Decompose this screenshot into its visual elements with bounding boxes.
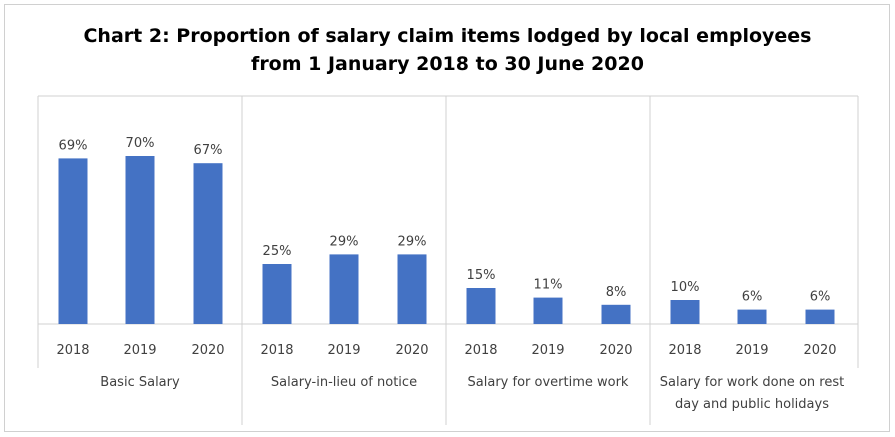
- data-label-1-2020: 29%: [398, 234, 427, 249]
- bar-2-2019: [533, 297, 563, 324]
- x-tick-label-1-2018: 2018: [260, 343, 293, 358]
- data-label-2-2018: 15%: [467, 268, 496, 283]
- group-label-2: Salary for overtime work: [468, 375, 629, 390]
- x-tick-label-3-2020: 2020: [803, 343, 836, 358]
- bar-3-2020: [805, 309, 835, 324]
- data-label-1-2018: 25%: [263, 244, 292, 259]
- data-label-1-2019: 29%: [330, 234, 359, 249]
- bar-1-2020: [397, 254, 427, 324]
- data-label-3-2020: 6%: [810, 290, 831, 305]
- data-label-2-2020: 8%: [606, 285, 627, 300]
- bar-0-2019: [125, 156, 155, 324]
- x-tick-label-1-2019: 2019: [327, 343, 360, 358]
- x-tick-label-3-2018: 2018: [668, 343, 701, 358]
- data-label-0-2019: 70%: [126, 136, 155, 151]
- chart-frame: [4, 4, 890, 432]
- data-label-3-2018: 10%: [671, 280, 700, 295]
- chart-title-line-1: Chart 2: Proportion of salary claim item…: [83, 25, 812, 47]
- bar-3-2018: [670, 300, 700, 324]
- bar-0-2018: [58, 158, 88, 324]
- x-tick-label-0-2019: 2019: [123, 343, 156, 358]
- data-label-0-2020: 67%: [194, 143, 223, 158]
- bar-3-2019: [737, 309, 767, 324]
- bar-2-2020: [601, 304, 631, 324]
- group-label-3-line-0: Salary for work done on rest: [660, 375, 844, 390]
- bar-1-2018: [262, 264, 292, 324]
- x-tick-label-0-2018: 2018: [56, 343, 89, 358]
- data-label-2-2019: 11%: [534, 278, 563, 293]
- bar-2-2018: [466, 288, 496, 324]
- group-label-0: Basic Salary: [100, 375, 180, 390]
- x-tick-label-2-2019: 2019: [531, 343, 564, 358]
- data-label-3-2019: 6%: [742, 290, 763, 305]
- x-tick-label-2-2018: 2018: [464, 343, 497, 358]
- x-tick-label-1-2020: 2020: [395, 343, 428, 358]
- x-tick-label-0-2020: 2020: [191, 343, 224, 358]
- data-label-0-2018: 69%: [59, 138, 88, 153]
- x-tick-label-2-2020: 2020: [599, 343, 632, 358]
- bar-1-2019: [329, 254, 359, 324]
- chart-title-line-2: from 1 January 2018 to 30 June 2020: [251, 53, 644, 75]
- x-tick-label-3-2019: 2019: [735, 343, 768, 358]
- bar-0-2020: [193, 163, 223, 324]
- chart-title: Chart 2: Proportion of salary claim item…: [0, 22, 895, 78]
- group-label-1: Salary-in-lieu of notice: [271, 375, 417, 390]
- group-label-3-line-1: day and public holidays: [675, 397, 829, 412]
